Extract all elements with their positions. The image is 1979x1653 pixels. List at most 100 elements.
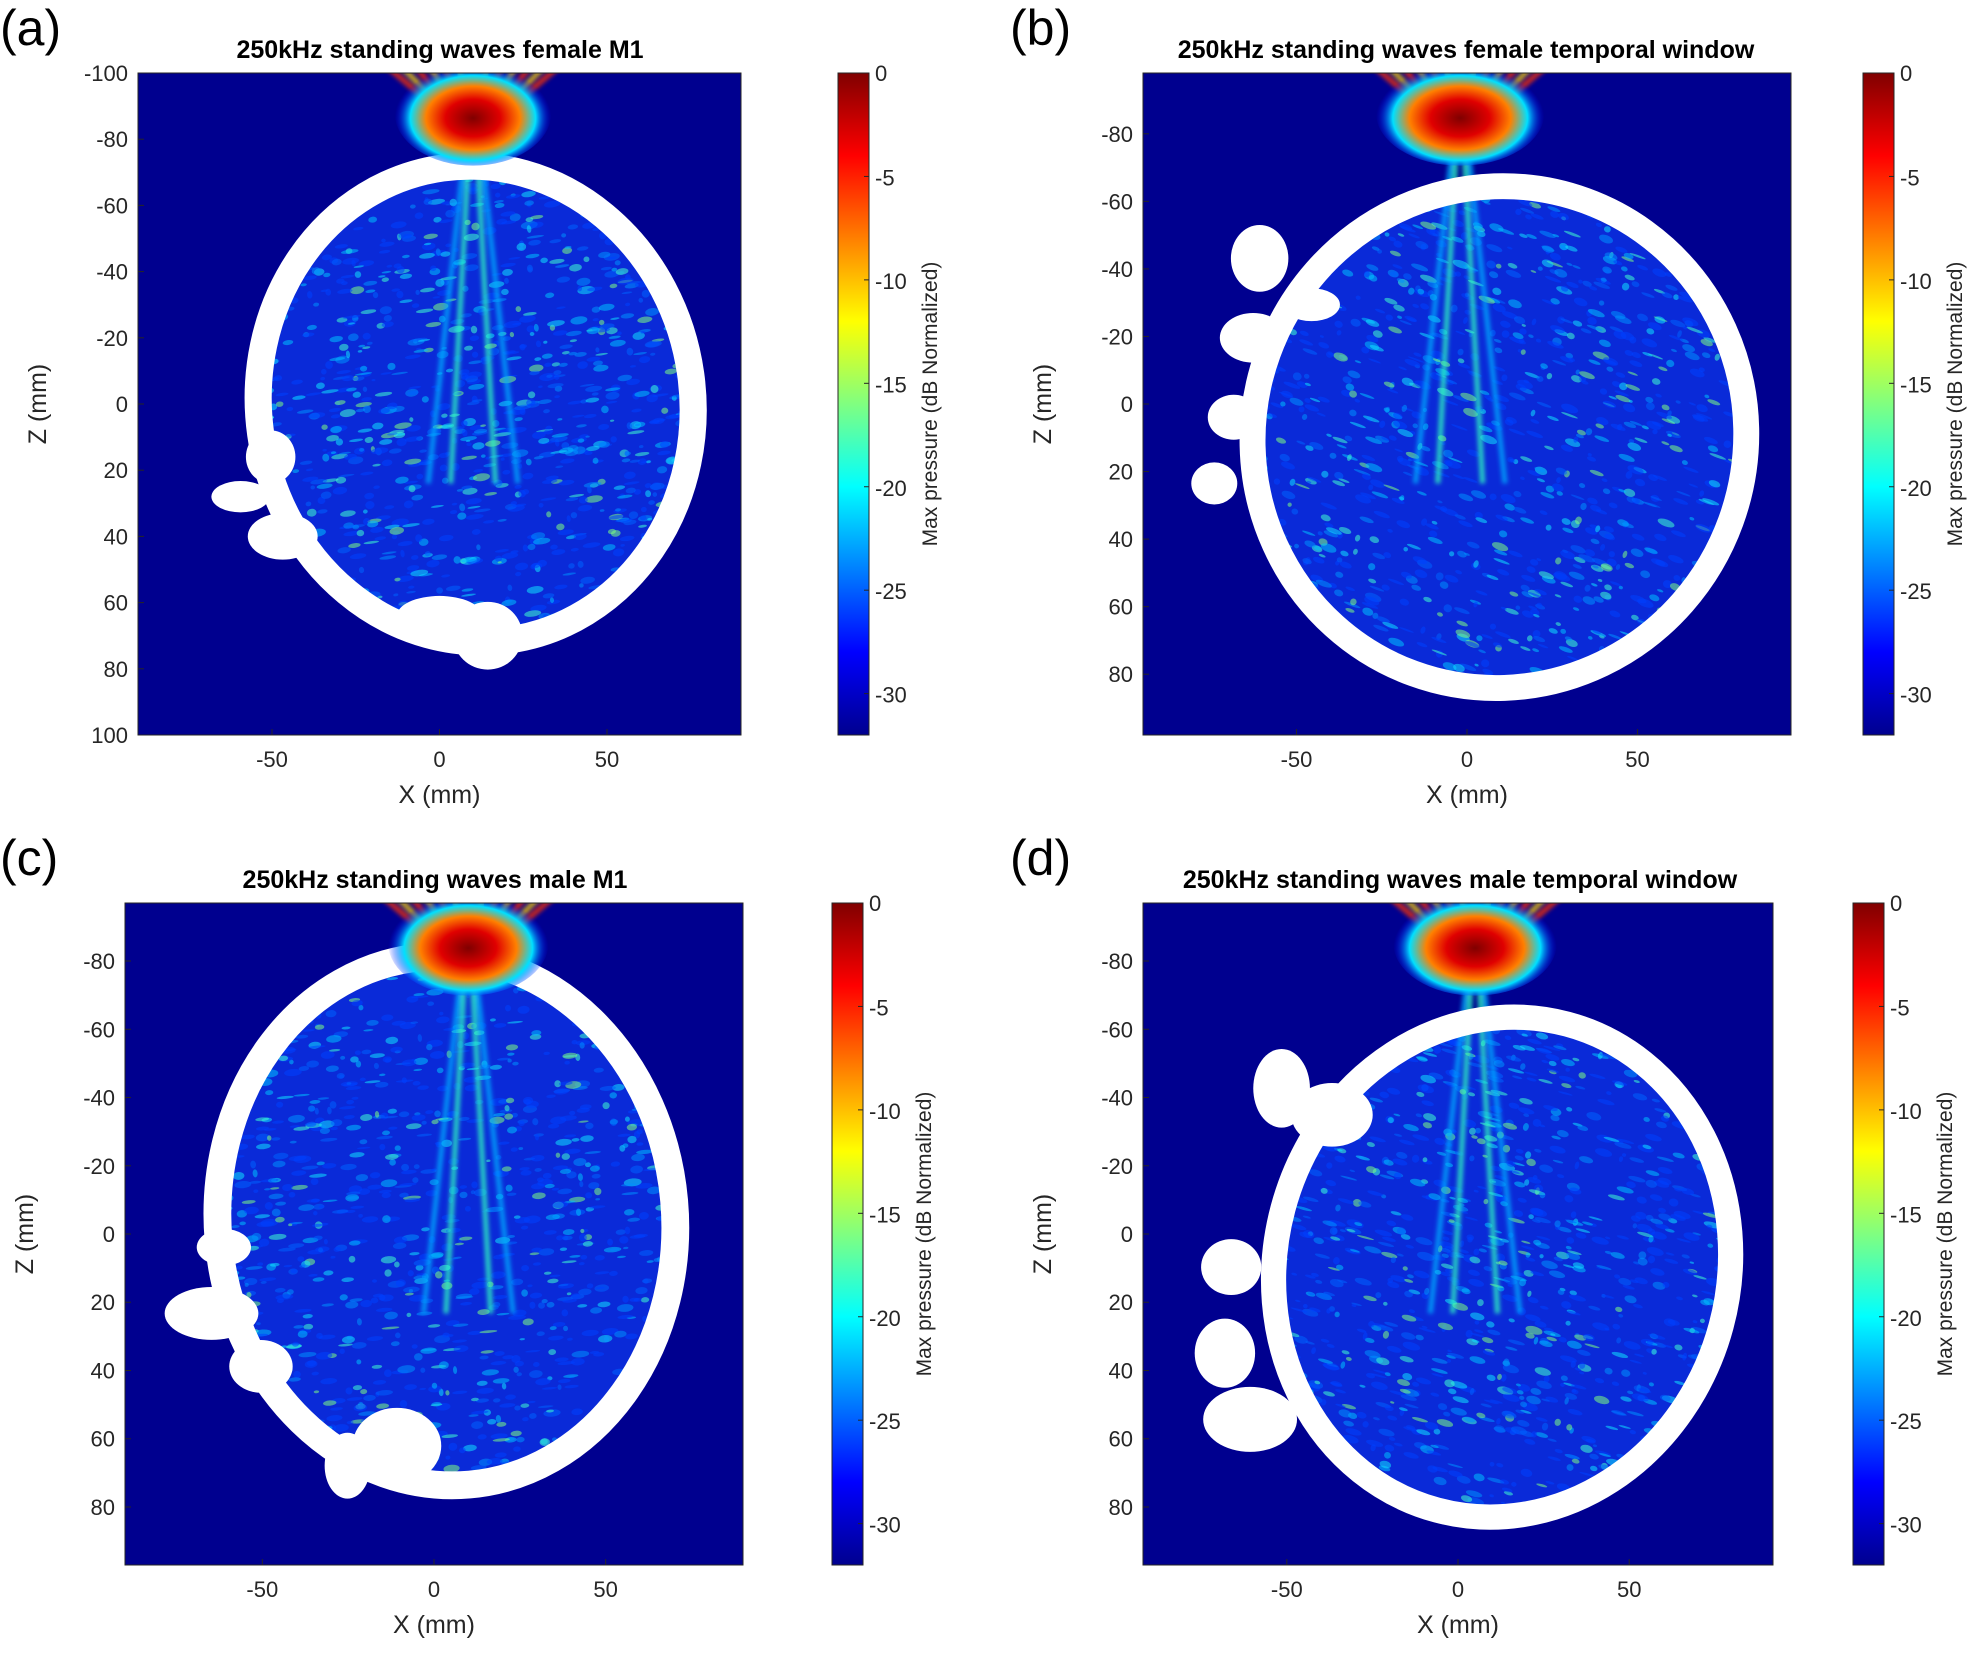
x-tick-label: 50 bbox=[595, 747, 619, 772]
y-tick-label: 80 bbox=[91, 1495, 115, 1520]
y-tick-label: 60 bbox=[1109, 595, 1133, 620]
panel-a: (a) 250kHz standing waves female M1-50 0 50… bbox=[0, 0, 942, 809]
heatmap-field bbox=[1194, 903, 1744, 1530]
colorbar-tick-label: 0 bbox=[875, 61, 887, 86]
skull-fragment bbox=[1291, 1083, 1373, 1147]
y-tick-label: 60 bbox=[91, 1427, 115, 1452]
x-axis-label: X (mm) bbox=[1426, 781, 1508, 809]
y-tick-label: -80 bbox=[1101, 949, 1133, 974]
panel-label: (c) bbox=[0, 830, 58, 886]
y-tick-label: -40 bbox=[96, 260, 128, 285]
y-tick-label: 100 bbox=[91, 723, 128, 748]
skull-fragment bbox=[1191, 462, 1238, 505]
colorbar bbox=[837, 72, 870, 736]
colorbar-label: Max pressure (dB Normalized) bbox=[913, 1092, 936, 1377]
focal-hotspot bbox=[385, 903, 552, 996]
x-tick-label: 50 bbox=[1625, 747, 1649, 772]
x-tick-label: -50 bbox=[256, 747, 288, 772]
y-tick-label: 40 bbox=[1109, 527, 1133, 552]
skull-fragment bbox=[1219, 313, 1287, 363]
colorbar-tick-label: -5 bbox=[1890, 995, 1910, 1020]
skull-outline bbox=[1260, 1004, 1744, 1530]
y-tick-label: 20 bbox=[104, 458, 128, 483]
skull-fragment bbox=[164, 1287, 259, 1340]
y-tick-label: 20 bbox=[91, 1290, 115, 1315]
colorbar-tick-label: -15 bbox=[869, 1202, 901, 1227]
colorbar-tick-label: -10 bbox=[875, 269, 907, 294]
y-tick-label: -20 bbox=[1101, 324, 1133, 349]
x-tick-label: -50 bbox=[1281, 747, 1313, 772]
colorbar bbox=[1852, 902, 1885, 1566]
colorbar-tick-label: 0 bbox=[869, 891, 881, 916]
y-tick-label: -40 bbox=[1101, 257, 1133, 282]
heatmap-field bbox=[211, 73, 707, 670]
focal-hotspot bbox=[1375, 73, 1545, 166]
beam-lines bbox=[1427, 982, 1523, 1314]
y-tick-label: -80 bbox=[96, 127, 128, 152]
skull-fragment bbox=[1207, 394, 1260, 440]
y-tick-label: -40 bbox=[1101, 1086, 1133, 1111]
y-tick-label: 40 bbox=[91, 1358, 115, 1383]
y-tick-label: 0 bbox=[103, 1222, 115, 1247]
y-tick-label: 60 bbox=[1109, 1427, 1133, 1452]
colorbar-tick-label: -20 bbox=[869, 1306, 901, 1331]
panel-label: (d) bbox=[1010, 830, 1071, 886]
y-tick-label: -60 bbox=[1101, 189, 1133, 214]
y-tick-label: -100 bbox=[84, 61, 128, 86]
x-tick-label: -50 bbox=[1271, 1577, 1303, 1602]
y-tick-label: -60 bbox=[96, 193, 128, 218]
colorbar-tick-label: 0 bbox=[1890, 891, 1902, 916]
beam-lines bbox=[1412, 152, 1508, 484]
y-axis-label: Z (mm) bbox=[1029, 1194, 1057, 1275]
colorbar-tick-label: 0 bbox=[1900, 61, 1912, 86]
y-axis-label: Z (mm) bbox=[24, 364, 52, 445]
colorbar bbox=[831, 902, 864, 1566]
beam-lines bbox=[425, 152, 521, 484]
y-tick-label: -80 bbox=[1101, 122, 1133, 147]
skull-fragment bbox=[247, 513, 318, 560]
skull-fragment bbox=[453, 601, 523, 670]
x-axis-label: X (mm) bbox=[399, 781, 481, 809]
colorbar-tick-label: -20 bbox=[875, 476, 907, 501]
panel-label: (a) bbox=[0, 0, 61, 56]
skull-fragment bbox=[1201, 1239, 1262, 1296]
chart-title: 250kHz standing waves female temporal wi… bbox=[1178, 36, 1755, 64]
skull-fragment bbox=[352, 1407, 442, 1484]
x-tick-label: 50 bbox=[593, 1577, 617, 1602]
y-tick-label: 80 bbox=[1109, 662, 1133, 687]
colorbar-tick-label: -30 bbox=[875, 683, 907, 708]
skull-fragment bbox=[324, 1432, 371, 1499]
y-tick-label: 0 bbox=[1121, 392, 1133, 417]
colorbar-tick-label: -15 bbox=[1890, 1202, 1922, 1227]
x-axis-label: X (mm) bbox=[393, 1611, 475, 1639]
colorbar-tick-label: -25 bbox=[1900, 579, 1932, 604]
skull-fragment bbox=[211, 481, 270, 513]
colorbar-tick-label: -30 bbox=[869, 1513, 901, 1538]
colorbar-tick-label: -5 bbox=[869, 995, 889, 1020]
skull-fragment bbox=[196, 1228, 252, 1266]
y-axis-label: Z (mm) bbox=[11, 1194, 39, 1275]
colorbar-tick-label: -5 bbox=[1900, 165, 1920, 190]
y-tick-label: -60 bbox=[1101, 1017, 1133, 1042]
x-axis-label: X (mm) bbox=[1417, 1611, 1499, 1639]
y-tick-label: 20 bbox=[1109, 1290, 1133, 1315]
y-tick-label: 80 bbox=[1109, 1495, 1133, 1520]
x-tick-label: -50 bbox=[246, 1577, 278, 1602]
colorbar-label: Max pressure (dB Normalized) bbox=[1934, 1092, 1957, 1377]
y-tick-label: 40 bbox=[104, 524, 128, 549]
colorbar bbox=[1862, 72, 1895, 736]
panel-b: (b) 250kHz standing waves female temporal… bbox=[1010, 0, 1967, 809]
x-tick-label: 0 bbox=[433, 747, 445, 772]
x-tick-label: 50 bbox=[1617, 1577, 1641, 1602]
heatmap-field bbox=[164, 903, 690, 1500]
colorbar-label: Max pressure (dB Normalized) bbox=[1944, 262, 1967, 547]
focal-hotspot bbox=[390, 73, 556, 166]
colorbar-tick-label: -25 bbox=[1890, 1409, 1922, 1434]
chart-title: 250kHz standing waves male temporal wind… bbox=[1183, 866, 1738, 894]
y-tick-label: -80 bbox=[83, 949, 115, 974]
y-tick-label: -20 bbox=[96, 326, 128, 351]
skull-fragment bbox=[1203, 1386, 1298, 1452]
chart-title: 250kHz standing waves male M1 bbox=[243, 866, 628, 894]
colorbar-tick-label: -10 bbox=[1890, 1099, 1922, 1124]
